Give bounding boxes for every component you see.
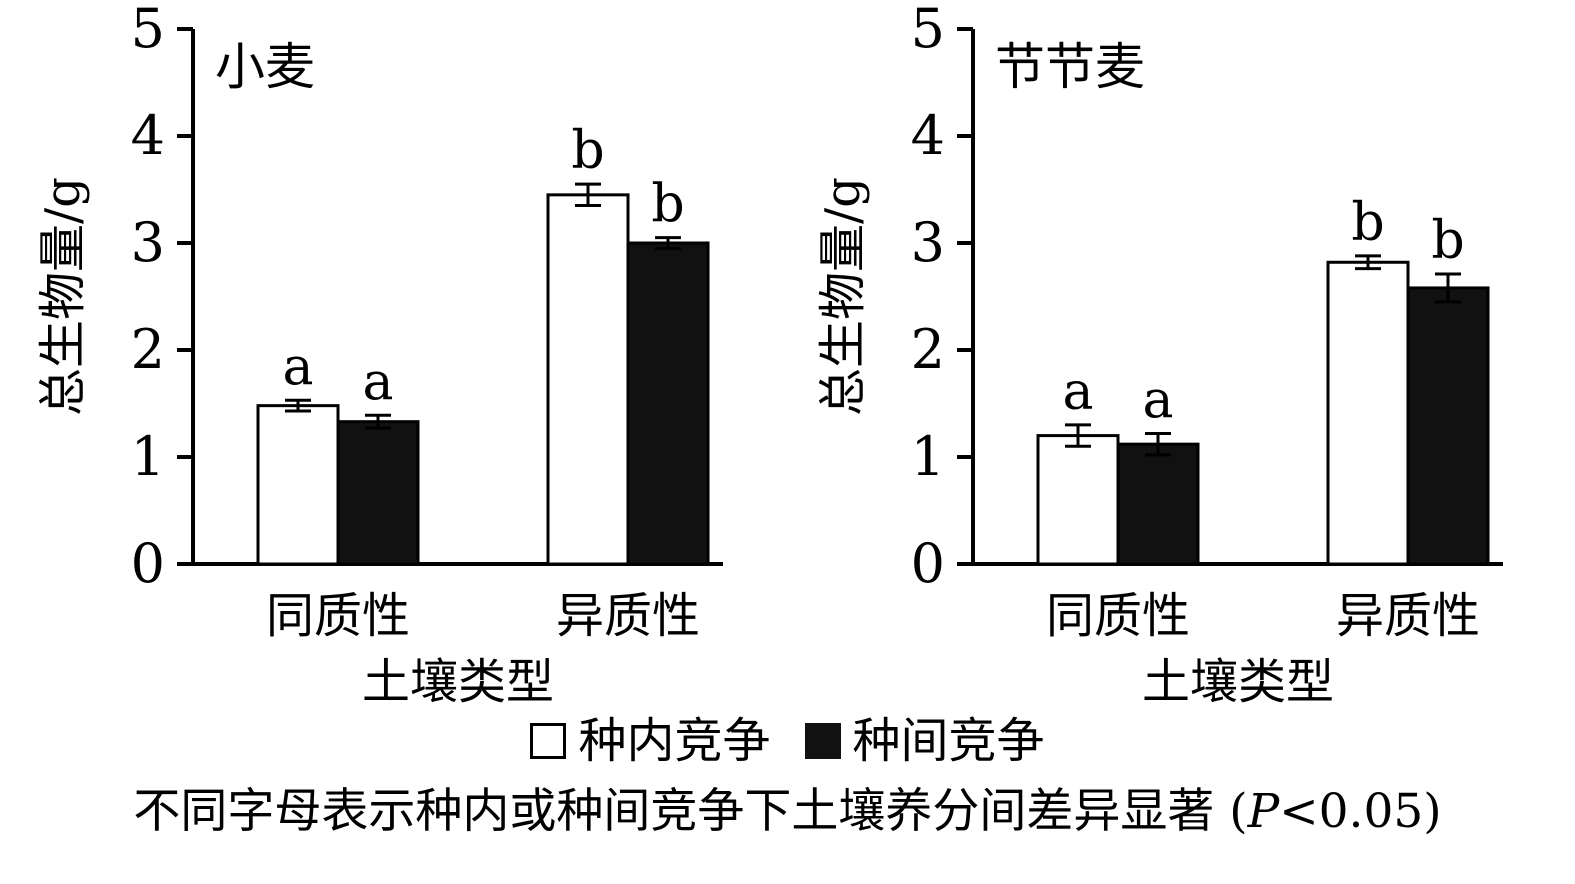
bar-filled-同质性	[336, 420, 419, 566]
bar-open-异质性	[546, 193, 629, 566]
y-tick-label: 1	[910, 425, 944, 488]
bar-filled-异质性	[626, 241, 709, 566]
sig-letter: b	[1431, 211, 1464, 271]
sig-letter: a	[362, 352, 393, 412]
figure-caption: 不同字母表示种内或种间竞争下土壤养分间差异显著 (P<0.05)	[133, 784, 1441, 840]
y-axis-title: 总生物量/g	[815, 177, 871, 416]
category-label: 同质性	[1045, 588, 1189, 644]
chart-panels: 0 1 2 3 4 5 小麦 总生物量/g a a 同质性 b b 异质性 土壤类型 0 1 2 3 4 5 节节麦 总生…	[33, 4, 1543, 704]
y-tick-label: 4	[910, 104, 944, 167]
y-axis-title: 总生物量/g	[35, 177, 91, 416]
sig-letter: a	[282, 337, 313, 397]
legend-label: 种内竞争	[578, 713, 771, 769]
category-label: 异质性	[1335, 588, 1479, 644]
sig-letter: b	[651, 175, 684, 235]
caption-text-suffix: <0.05)	[1279, 784, 1442, 839]
y-tick-label: 2	[130, 318, 164, 381]
bar-filled-同质性	[1116, 442, 1199, 566]
legend-item-interspecific: 种间竞争	[804, 713, 1045, 769]
x-axis-title: 土壤类型	[1141, 654, 1333, 704]
y-tick-label: 3	[910, 211, 944, 274]
y-tick-label: 5	[130, 4, 164, 60]
bar-open-异质性	[1326, 260, 1409, 566]
y-tick-label: 0	[130, 532, 164, 595]
y-tick-label: 5	[910, 4, 944, 60]
legend-label: 种间竞争	[852, 713, 1045, 769]
sig-letter: a	[1142, 370, 1173, 430]
panel-title: 小麦	[215, 38, 315, 96]
y-tick-label: 2	[910, 318, 944, 381]
legend: 种内竞争 种间竞争	[530, 710, 1045, 772]
filled-square-icon	[804, 723, 841, 759]
bar-filled-异质性	[1406, 286, 1489, 566]
panel-title: 节节麦	[995, 38, 1145, 96]
category-label: 同质性	[265, 588, 409, 644]
category-label: 异质性	[555, 588, 699, 644]
caption-p-symbol: P	[1247, 784, 1280, 839]
x-axis-title: 土壤类型	[361, 654, 553, 704]
sig-letter: b	[571, 121, 604, 181]
y-tick-label: 3	[130, 211, 164, 274]
legend-item-intraspecific: 种内竞争	[530, 713, 771, 769]
bar-open-同质性	[1036, 434, 1119, 566]
y-tick-label: 0	[910, 532, 944, 595]
y-tick-label: 1	[130, 425, 164, 488]
sig-letter: a	[1062, 362, 1093, 422]
sig-letter: b	[1351, 193, 1384, 253]
caption-text: 不同字母表示种内或种间竞争下土壤养分间差异显著 (	[133, 784, 1248, 839]
bar-open-同质性	[256, 404, 339, 566]
open-square-icon	[530, 723, 567, 759]
y-tick-label: 4	[130, 104, 164, 167]
